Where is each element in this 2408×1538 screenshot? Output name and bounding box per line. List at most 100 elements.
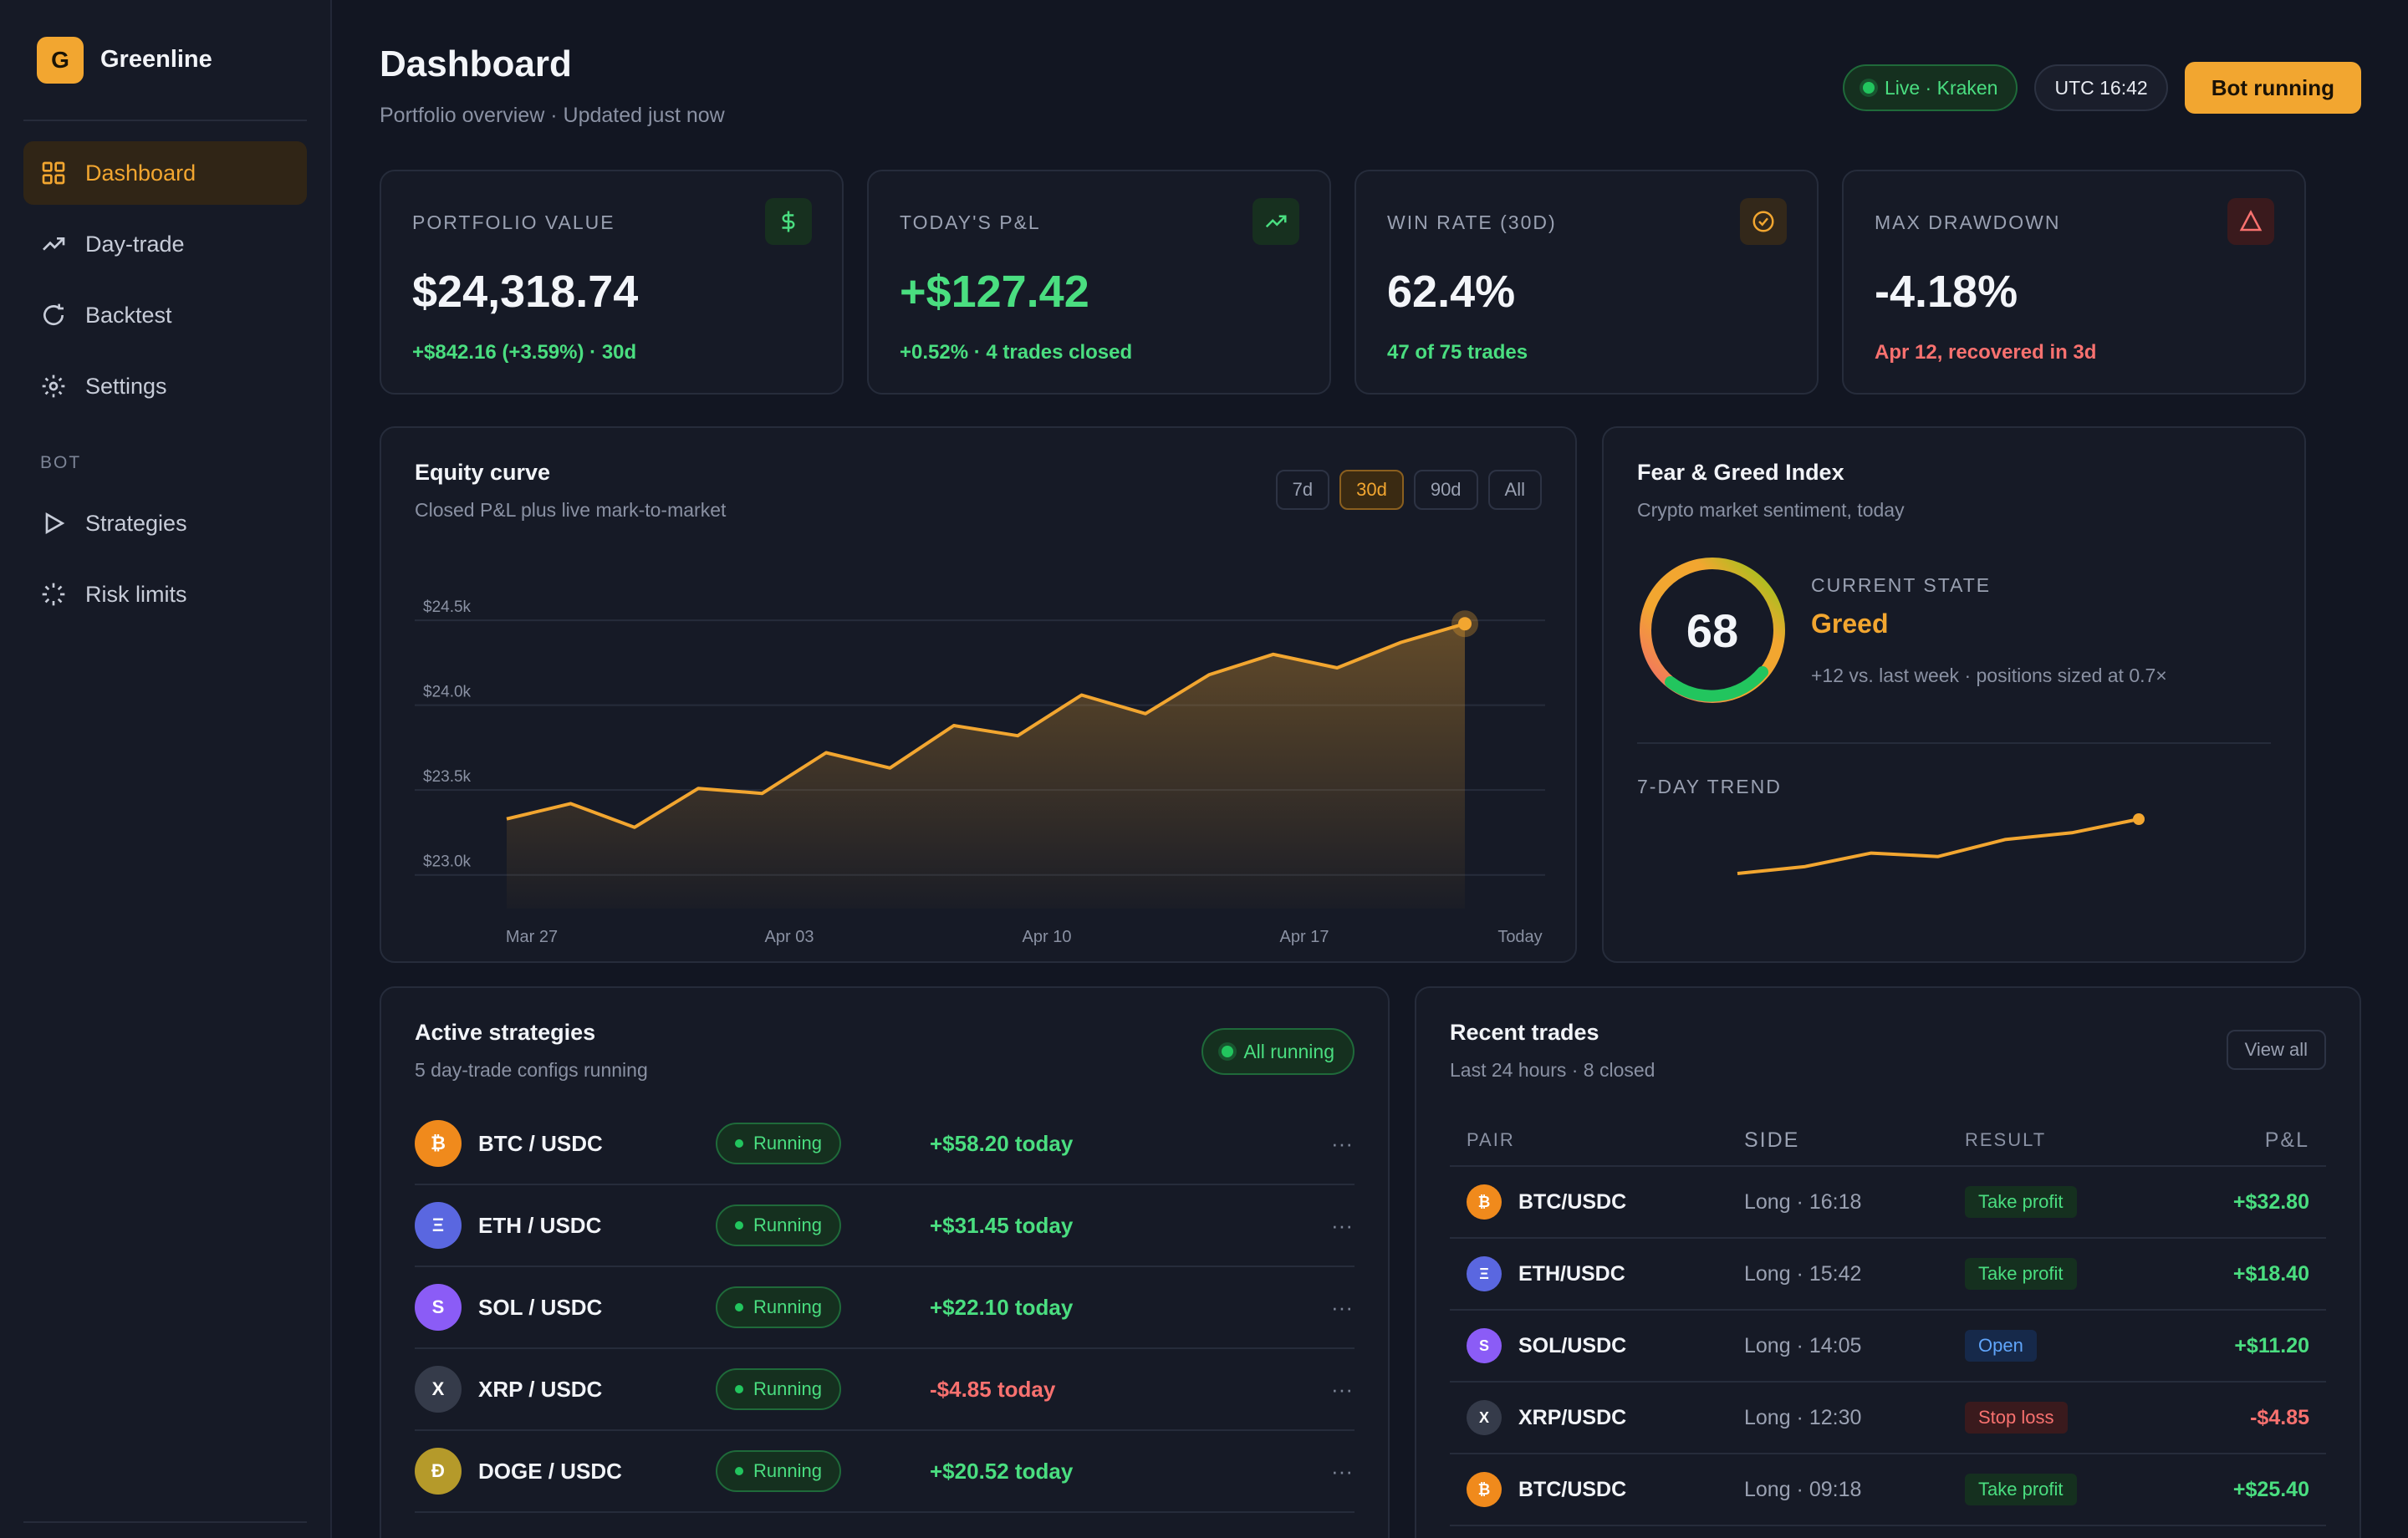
more-icon[interactable]: ··· — [1331, 1130, 1353, 1156]
loader-icon — [42, 583, 65, 606]
status-badge: Running — [716, 1204, 841, 1246]
table-row[interactable]: ₿ BTC/USDC Long · 09:18 Take profit +$25.… — [1450, 1454, 2326, 1526]
kpi-label: Win rate (30d) — [1387, 211, 1557, 233]
status-label: Running — [753, 1215, 822, 1235]
status-badge: Running — [716, 1450, 841, 1492]
y-tick-label: $23.5k — [423, 768, 472, 786]
status-badge: Running — [716, 1286, 841, 1328]
equity-area — [507, 624, 1465, 909]
fng-trend-sparkline — [1737, 813, 2145, 875]
more-icon[interactable]: ··· — [1331, 1376, 1353, 1402]
coin-icon: ₿ — [415, 1120, 462, 1167]
trade-side: Long · 14:05 — [1744, 1333, 1862, 1357]
sidebar-item-settings[interactable]: Settings — [23, 354, 307, 418]
x-tick-label: Apr 17 — [1280, 928, 1329, 946]
status-dot-icon — [1222, 1046, 1234, 1057]
sidebar-item-label: Strategies — [85, 510, 187, 536]
strategy-row[interactable]: Ξ ETH / USDC Running +$31.45 today ··· — [415, 1185, 1354, 1267]
trade-side: Long · 16:18 — [1744, 1189, 1862, 1214]
strategy-row[interactable]: ₿ BTC / USDC Running +$58.20 today ··· — [415, 1103, 1354, 1185]
sidebar-item-label: Risk limits — [85, 581, 187, 607]
page-title: Dashboard — [380, 43, 572, 84]
table-row[interactable]: S SOL/USDC Long · 14:05 Open +$11.20 — [1450, 1311, 2326, 1383]
sidebar-item-backtest[interactable]: Backtest — [23, 283, 307, 347]
range-90d-button[interactable]: 90d — [1413, 470, 1478, 510]
sidebar-item-day-trade[interactable]: Day-trade — [23, 212, 307, 276]
fng-value: 68 — [1686, 603, 1739, 657]
range-7d-button[interactable]: 7d — [1275, 470, 1330, 510]
sidebar-item-dashboard[interactable]: Dashboard — [23, 141, 307, 205]
kpi-label: Portfolio value — [412, 211, 615, 233]
y-tick-label: $23.0k — [423, 853, 472, 871]
bot-running-button[interactable]: Bot running — [2184, 62, 2361, 114]
nav-section-bot: BOT — [40, 453, 82, 472]
kpi-card-win-rate: Win rate (30d) 62.4% 47 of 75 trades — [1354, 170, 1819, 395]
trend-up-icon — [1252, 198, 1299, 245]
y-tick-label: $24.5k — [423, 598, 472, 616]
more-icon[interactable]: ··· — [1331, 1212, 1353, 1238]
range-30d-button[interactable]: 30d — [1339, 470, 1404, 510]
grid-icon — [42, 161, 65, 185]
table-row[interactable]: X XRP/USDC Long · 12:30 Stop loss -$4.85 — [1450, 1383, 2326, 1454]
active-strategies-card: Active strategies 5 day-trade configs ru… — [380, 986, 1390, 1538]
trade-pair: BTC/USDC — [1518, 1189, 1627, 1214]
fng-subtitle: Crypto market sentiment, today — [1637, 499, 1905, 521]
brand-logo: G — [37, 36, 84, 84]
kpi-card-portfolio-value: Portfolio value $24,318.74 +$842.16 (+3.… — [380, 170, 844, 395]
sidebar-item-label: Settings — [85, 373, 167, 399]
sidebar-item-strategies[interactable]: Strategies — [23, 491, 307, 555]
strategy-row[interactable]: X XRP / USDC Running -$4.85 today ··· — [415, 1349, 1354, 1431]
kpi-value: -4.18% — [1875, 267, 2018, 317]
trade-pair: ETH/USDC — [1518, 1261, 1625, 1286]
strategies-subtitle: 5 day-trade configs running — [415, 1059, 648, 1081]
trend-line — [1737, 817, 2140, 875]
coin-icon: X — [415, 1366, 462, 1413]
trades-table-header: PAIR SIDE RESULT P&L — [1450, 1115, 2326, 1167]
strategy-pair: SOL / USDC — [478, 1294, 603, 1320]
col-result: RESULT — [1965, 1129, 2047, 1150]
strategy-pair: XRP / USDC — [478, 1376, 603, 1402]
result-badge: Open — [1965, 1330, 2037, 1362]
result-badge: Take profit — [1965, 1186, 2077, 1218]
status-badge: Running — [716, 1368, 841, 1410]
coin-icon: ₿ — [1467, 1184, 1502, 1220]
range-all-button[interactable]: All — [1487, 470, 1542, 510]
status-dot-icon — [735, 1221, 744, 1230]
coin-icon: ₿ — [1467, 1472, 1502, 1507]
status-dot-icon — [735, 1303, 744, 1311]
coin-icon: S — [1467, 1328, 1502, 1363]
fng-trend-caption: 7-DAY TREND — [1637, 776, 1782, 797]
sidebar: G Greenline Dashboard Day-trade Backtest… — [0, 0, 332, 1538]
trade-side: Long · 15:42 — [1744, 1261, 1862, 1286]
more-icon[interactable]: ··· — [1331, 1294, 1353, 1320]
dollar-icon — [765, 198, 812, 245]
strategy-pnl: +$20.52 today — [930, 1458, 1074, 1484]
strategy-pnl: -$4.85 today — [930, 1376, 1056, 1402]
trade-pnl: -$4.85 — [2250, 1405, 2309, 1429]
strategy-row[interactable]: S SOL / USDC Running +$22.10 today ··· — [415, 1267, 1354, 1349]
table-row[interactable]: Ξ ETH/USDC Long · 15:42 Take profit +$18.… — [1450, 1239, 2326, 1311]
status-label: Running — [753, 1133, 822, 1154]
kpi-sub: +0.52% · 4 trades closed — [900, 341, 1133, 364]
strategies-title: Active strategies — [415, 1020, 596, 1045]
recent-trades-card: Recent trades Last 24 hours · 8 closed V… — [1415, 986, 2361, 1538]
play-icon — [45, 512, 65, 534]
strategy-row[interactable]: Ð DOGE / USDC Running +$20.52 today ··· — [415, 1431, 1354, 1513]
fng-gauge: 68 — [1637, 555, 1788, 705]
kpi-value: 62.4% — [1387, 267, 1516, 317]
more-icon[interactable]: ··· — [1331, 1458, 1353, 1484]
brand-name: Greenline — [100, 46, 212, 73]
kpi-value: $24,318.74 — [412, 267, 639, 317]
fng-note: +12 vs. last week · positions sized at 0… — [1811, 664, 2167, 686]
fear-greed-card: Fear & Greed Index Crypto market sentime… — [1602, 426, 2306, 963]
strategy-pair: BTC / USDC — [478, 1130, 603, 1156]
trade-side: Long · 09:18 — [1744, 1477, 1862, 1501]
table-row[interactable]: ₿ BTC/USDC Long · 16:18 Take profit +$32.… — [1450, 1167, 2326, 1239]
equity-title: Equity curve — [415, 460, 551, 485]
sidebar-item-risk-limits[interactable]: Risk limits — [23, 563, 307, 626]
utc-clock: UTC 16:42 — [2034, 64, 2168, 111]
view-all-button[interactable]: View all — [2226, 1030, 2326, 1070]
x-tick-label: Mar 27 — [506, 928, 558, 946]
trades-subtitle: Last 24 hours · 8 closed — [1450, 1059, 1656, 1081]
fng-title: Fear & Greed Index — [1637, 460, 1844, 485]
